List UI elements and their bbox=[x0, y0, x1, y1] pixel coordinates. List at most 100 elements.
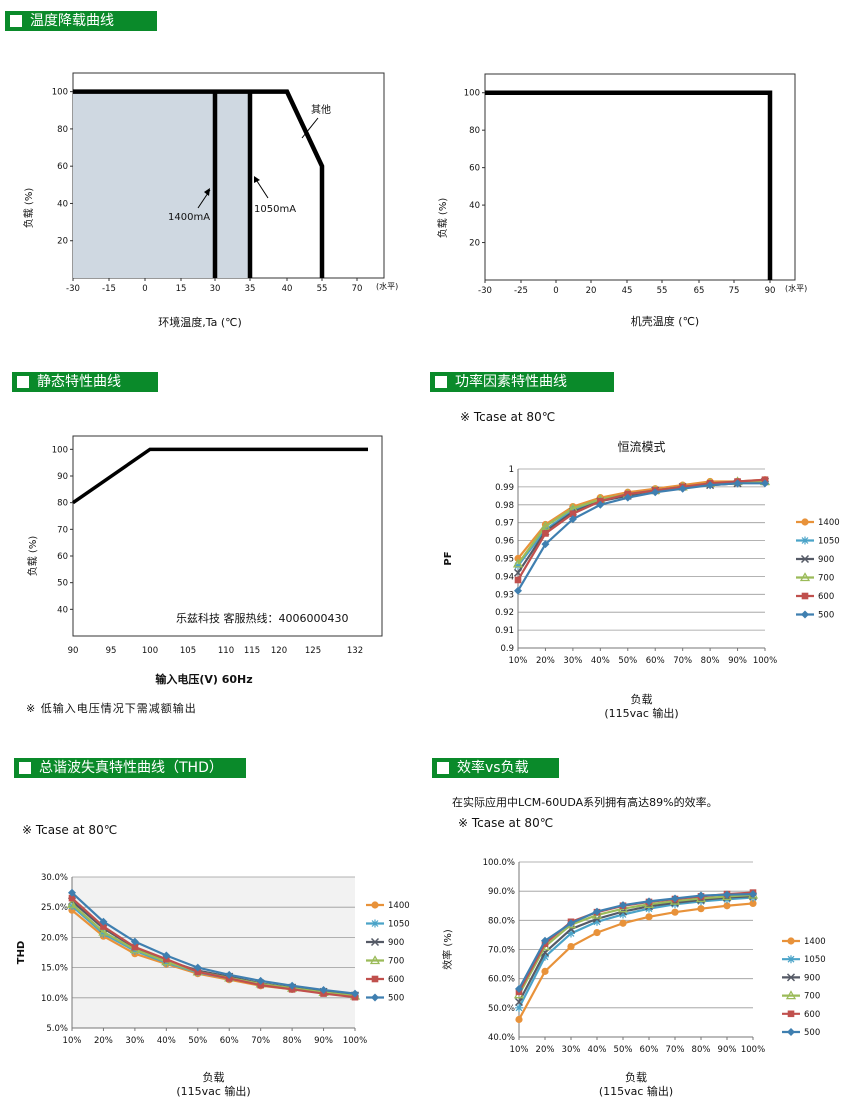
marker-1050 bbox=[787, 955, 795, 964]
x-tick-label: 60% bbox=[646, 656, 665, 666]
marker-600 bbox=[194, 968, 202, 976]
y-tick-label: 60.0% bbox=[488, 975, 515, 985]
x-tick-label: 90 bbox=[68, 646, 79, 656]
y-tick-label: 25.0% bbox=[41, 903, 68, 913]
y-tick-label: 60 bbox=[57, 162, 68, 172]
marker-500 bbox=[256, 976, 265, 985]
marker-500 bbox=[749, 890, 757, 899]
x-unit-label: (水平) bbox=[376, 281, 398, 291]
marker-500 bbox=[515, 984, 523, 993]
y-axis-label: 负载 (%) bbox=[436, 198, 449, 239]
x-tick-label: 35 bbox=[245, 284, 256, 294]
x-tick-label: 55 bbox=[657, 286, 668, 296]
x-tick-label: 105 bbox=[180, 646, 196, 656]
chart-pf: 0.9 0.91 0.92 0.93 0.94 0.95 0.96 0.97 0.98 0.99 1… bbox=[443, 440, 840, 720]
marker-1400 bbox=[723, 902, 731, 910]
series-line-500 bbox=[517, 482, 765, 592]
x-axis-sublabel: (115vac 输出) bbox=[599, 1084, 673, 1098]
series-line-600 bbox=[517, 478, 766, 581]
y-tick-label: 20 bbox=[57, 237, 68, 247]
y-tick-label: 0.91 bbox=[495, 626, 514, 636]
x-tick-label: 40% bbox=[157, 1036, 176, 1046]
x-tick-label: 75 bbox=[729, 286, 740, 296]
marker-500 bbox=[706, 481, 715, 490]
marker-600 bbox=[371, 975, 379, 983]
marker-600 bbox=[257, 981, 264, 989]
x-tick-label: 100% bbox=[741, 1045, 765, 1055]
y-tick-label: 0.93 bbox=[495, 590, 514, 600]
x-tick-label: 125 bbox=[305, 646, 321, 656]
legend-label-600: 600 bbox=[818, 592, 834, 602]
marker-1050 bbox=[99, 929, 108, 938]
x-tick-label: 80% bbox=[701, 656, 720, 666]
marker-600 bbox=[542, 530, 549, 537]
marker-600 bbox=[68, 894, 76, 902]
marker-500 bbox=[541, 540, 550, 549]
y-tick-label: 0.94 bbox=[495, 572, 514, 582]
x-tick-label: 40% bbox=[591, 656, 610, 666]
series-line-900 bbox=[518, 895, 754, 1003]
y-tick-label: 40 bbox=[57, 199, 68, 209]
marker-500 bbox=[541, 936, 549, 945]
marker-500 bbox=[514, 586, 522, 595]
marker-500 bbox=[567, 919, 575, 928]
y-tick-label: 0.97 bbox=[495, 519, 514, 529]
marker-900 bbox=[786, 973, 796, 982]
x-axis-label: 负载 bbox=[631, 692, 653, 706]
plot-frame bbox=[484, 73, 796, 281]
x-tick-label: 115 bbox=[244, 646, 260, 656]
legend-label-900: 900 bbox=[804, 973, 820, 983]
marker-600 bbox=[787, 1010, 795, 1018]
marker-700 bbox=[540, 520, 551, 530]
legend-label-700: 700 bbox=[804, 992, 820, 1002]
section-header-eff: 效率vs负载 bbox=[432, 758, 559, 778]
legend-label-1400: 1400 bbox=[388, 901, 410, 911]
legend-label-600: 600 bbox=[388, 975, 404, 985]
marker-500 bbox=[671, 894, 679, 903]
y-tick-label: 80 bbox=[57, 499, 68, 509]
legend-label-500: 500 bbox=[818, 611, 834, 621]
legend-label-1050: 1050 bbox=[804, 955, 826, 965]
y-tick-label: 0.96 bbox=[495, 537, 514, 547]
legend-label-1400: 1400 bbox=[818, 518, 840, 528]
marker-700 bbox=[66, 898, 78, 908]
legend-label-1400: 1400 bbox=[804, 937, 826, 947]
hotline-annotation: 乐兹科技 客服热线：4006000430 bbox=[176, 611, 348, 625]
marker-900 bbox=[800, 554, 810, 564]
x-tick-label: 90% bbox=[314, 1036, 333, 1046]
y-tick-label: 100 bbox=[52, 445, 68, 455]
x-tick-label: 50% bbox=[618, 656, 637, 666]
x-tick-label: 45 bbox=[622, 286, 633, 296]
x-tick-label: 70% bbox=[673, 656, 692, 666]
marker-1400 bbox=[593, 928, 601, 937]
y-tick-label: 20.0% bbox=[41, 933, 68, 943]
header-square-icon bbox=[17, 376, 29, 388]
y-tick-label: 40.0% bbox=[488, 1033, 515, 1043]
derating-area bbox=[73, 91, 250, 279]
y-axis-label: 负载 (%) bbox=[22, 188, 35, 229]
marker-500 bbox=[68, 888, 76, 897]
x-tick-label: 55 bbox=[317, 284, 328, 294]
annotation-1400ma: 1400mA bbox=[168, 212, 210, 223]
y-tick-label: 40 bbox=[469, 201, 480, 211]
marker-600 bbox=[514, 576, 522, 584]
y-tick-label: 100 bbox=[52, 88, 68, 98]
marker-1050 bbox=[515, 1003, 523, 1012]
x-axis-label: 机壳温度 (℃) bbox=[631, 314, 699, 328]
marker-1400 bbox=[749, 899, 757, 908]
marker-1400 bbox=[697, 905, 705, 913]
y-tick-label: 0.98 bbox=[495, 501, 514, 511]
marker-500 bbox=[723, 890, 731, 899]
x-tick-label: 20% bbox=[536, 1045, 555, 1055]
legend-label-1050: 1050 bbox=[818, 537, 840, 547]
marker-600 bbox=[569, 510, 577, 518]
legend-label-900: 900 bbox=[818, 555, 834, 565]
chart-title: 恒流模式 bbox=[617, 440, 665, 454]
x-tick-label: 0 bbox=[142, 284, 147, 294]
x-tick-label: 90 bbox=[765, 286, 776, 296]
x-tick-label: 20% bbox=[536, 656, 555, 666]
x-tick-label: 100% bbox=[753, 656, 777, 666]
marker-500 bbox=[593, 907, 601, 916]
marker-1400 bbox=[567, 942, 575, 951]
